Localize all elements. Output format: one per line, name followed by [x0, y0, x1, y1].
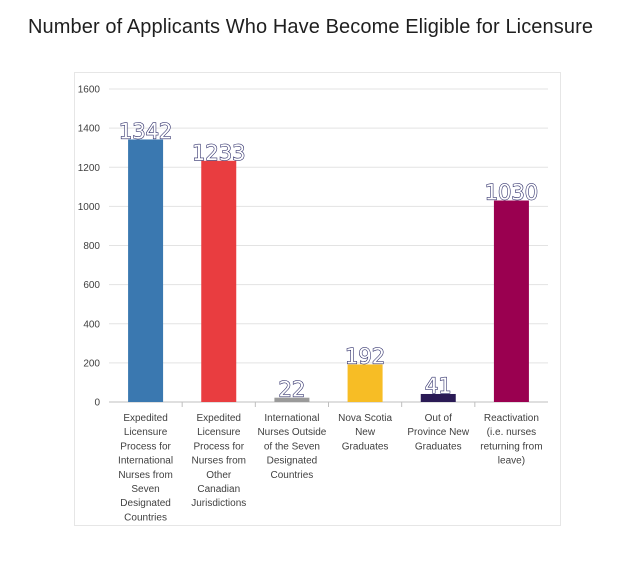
category-label-line: Designated	[120, 498, 171, 509]
category-label-line: Province New	[407, 427, 469, 438]
category-label-line: returning from	[480, 441, 542, 452]
category-label: International Nurses Outside of the Seven D…	[257, 413, 326, 481]
bar	[274, 397, 310, 402]
category-label: Expedited Licensure Process for Internation…	[118, 413, 173, 523]
category-label-line: International	[264, 413, 319, 424]
bar	[420, 393, 456, 402]
category-label: Expedited Licensure Process for Nurses from…	[191, 413, 246, 509]
category-label-line: Expedited	[197, 413, 241, 424]
category-label-line: Nova Scotia	[338, 413, 392, 424]
category-label-line: Canadian	[197, 484, 240, 495]
data-label: 1342	[119, 119, 172, 143]
bar	[493, 200, 529, 402]
category-label-line: International	[118, 456, 173, 467]
bar	[347, 364, 383, 402]
bar	[201, 160, 237, 402]
category-label-line: Licensure	[124, 427, 168, 438]
category-label-line: Licensure	[197, 427, 241, 438]
category-label: Reactivation (i.e. nurses returning from le…	[480, 413, 542, 467]
data-label: 22	[279, 378, 306, 402]
category-label-line: Other	[206, 470, 232, 481]
data-label: 1233	[192, 141, 245, 165]
category-label-line: leave)	[498, 456, 525, 467]
y-tick-label: 400	[83, 319, 100, 330]
bar	[128, 139, 164, 402]
category-label-line: Nurses from	[118, 470, 172, 481]
y-tick-label: 1000	[78, 202, 101, 213]
category-label-line: Reactivation	[484, 413, 539, 424]
y-tick-label: 1400	[78, 124, 101, 135]
category-label-line: Process for	[120, 441, 171, 452]
category-label-line: Jurisdictions	[191, 498, 246, 509]
category-label-line: New	[355, 427, 376, 438]
category-label-line: Expedited	[123, 413, 167, 424]
category-label-line: of the Seven	[264, 441, 320, 452]
y-axis: 0 200 400 600 800 1000 1200 1400 1600	[78, 85, 548, 409]
chart-frame	[74, 72, 561, 526]
category-label-line: Countries	[124, 512, 167, 523]
data-label: 192	[345, 344, 385, 368]
category-label: Nova Scotia New Graduates	[338, 413, 392, 452]
y-tick-label: 1600	[78, 85, 101, 96]
gridlines	[109, 88, 548, 364]
category-label-line: Out of	[425, 413, 452, 424]
category-label-line: Nurses from	[192, 456, 246, 467]
y-tick-label: 0	[94, 398, 100, 409]
category-label-line: Graduates	[415, 441, 462, 452]
category-label-line: Designated	[267, 456, 318, 467]
bars	[128, 139, 529, 402]
category-label: Out of Province New Graduates	[407, 413, 469, 452]
category-labels: Expedited Licensure Process for Internation…	[118, 413, 542, 523]
category-label-line: Seven	[131, 484, 159, 495]
data-label: 41	[425, 374, 452, 398]
y-tick-label: 600	[83, 280, 100, 291]
y-tick-label: 200	[83, 358, 100, 369]
category-label-line: Nurses Outside	[257, 427, 326, 438]
data-labels: 1342 1233 22 192 41 1030	[118, 119, 538, 402]
category-label-line: Process for	[193, 441, 244, 452]
page-title: Number of Applicants Who Have Become Eli…	[28, 16, 594, 38]
category-label-line: Countries	[271, 470, 314, 481]
category-label-line: Graduates	[342, 441, 389, 452]
y-tick-label: 1200	[78, 163, 101, 174]
data-label: 1030	[485, 181, 538, 205]
y-tick-label: 800	[83, 241, 100, 252]
category-label-line: (i.e. nurses	[487, 427, 536, 438]
